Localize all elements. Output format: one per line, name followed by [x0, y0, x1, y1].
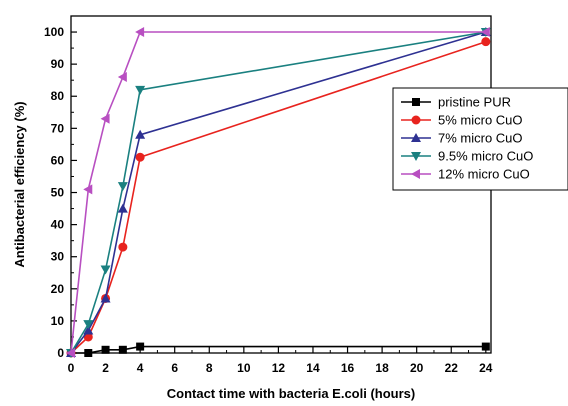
legend-marker	[411, 115, 421, 125]
x-tick-label: 2	[102, 361, 109, 375]
x-tick-label: 8	[206, 361, 213, 375]
y-tick-label: 20	[51, 282, 65, 296]
series-4	[66, 27, 490, 358]
y-tick-label: 50	[51, 186, 65, 200]
y-tick-label: 90	[51, 57, 65, 71]
data-point	[118, 242, 128, 252]
data-point	[117, 182, 128, 192]
legend-marker	[411, 152, 421, 161]
y-tick-label: 0	[57, 346, 64, 360]
y-tick-label: 70	[51, 121, 65, 135]
legend-label: pristine PUR	[438, 95, 511, 110]
legend-label: 7% micro CuO	[438, 131, 523, 146]
legend-item: 5% micro CuO	[401, 113, 523, 128]
axes: 0 2 4 6 8 10 12 14 16 18 20 22 240102030405060708090…	[44, 25, 493, 375]
legend: pristine PUR 5% micro CuO 7% micro CuO 9.5%…	[392, 87, 568, 191]
data-point	[100, 113, 110, 124]
data-point	[83, 320, 94, 330]
data-point	[118, 345, 127, 354]
y-tick-label: 40	[51, 218, 65, 232]
y-tick-label: 60	[51, 153, 65, 167]
y-tick-label: 30	[51, 250, 65, 264]
series-line	[70, 31, 486, 354]
x-tick-label: 12	[272, 361, 286, 375]
data-point	[135, 152, 145, 162]
data-point	[481, 342, 490, 351]
x-tick-label: 4	[137, 361, 144, 375]
data-point	[100, 265, 111, 275]
legend-marker	[411, 169, 420, 179]
y-tick-label: 100	[44, 25, 64, 39]
series-layer	[66, 27, 491, 358]
data-point	[135, 27, 145, 38]
data-point	[117, 203, 128, 213]
x-tick-label: 24	[479, 361, 493, 375]
legend-marker	[411, 133, 421, 142]
y-axis-title: Antibacterial efficiency (%)	[12, 101, 27, 267]
data-point	[135, 129, 146, 139]
series-line	[70, 31, 486, 354]
legend-item: 12% micro CuO	[401, 167, 530, 182]
data-point	[481, 37, 491, 47]
x-tick-label: 20	[410, 361, 424, 375]
data-point	[84, 349, 93, 357]
legend-item: pristine PUR	[401, 95, 511, 110]
data-point	[83, 325, 94, 335]
data-point	[136, 342, 145, 351]
data-point	[66, 348, 75, 358]
data-point	[117, 71, 127, 82]
data-point	[83, 184, 93, 195]
data-point	[101, 345, 110, 354]
y-tick-label: 10	[51, 314, 65, 328]
x-tick-label: 6	[171, 361, 178, 375]
x-tick-label: 22	[445, 361, 459, 375]
x-tick-label: 0	[68, 361, 75, 375]
x-tick-label: 14	[306, 361, 320, 375]
legend-label: 5% micro CuO	[438, 113, 523, 128]
legend-item: 9.5% micro CuO	[401, 149, 533, 164]
data-point	[100, 293, 111, 303]
series-1	[66, 37, 491, 358]
x-tick-label: 18	[375, 361, 389, 375]
data-point	[135, 85, 146, 95]
y-tick-label: 80	[51, 89, 65, 103]
series-2	[66, 27, 491, 357]
x-tick-label: 16	[341, 361, 355, 375]
legend-item: 7% micro CuO	[401, 131, 523, 146]
data-point	[480, 27, 490, 38]
legend-label: 9.5% micro CuO	[438, 149, 533, 164]
legend-label: 12% micro CuO	[438, 167, 530, 182]
legend-marker	[412, 98, 420, 106]
x-axis-title: Contact time with bacteria E.coli (hours…	[167, 386, 415, 401]
series-3	[66, 28, 491, 358]
x-tick-label: 10	[237, 361, 251, 375]
legend-box	[392, 87, 568, 191]
